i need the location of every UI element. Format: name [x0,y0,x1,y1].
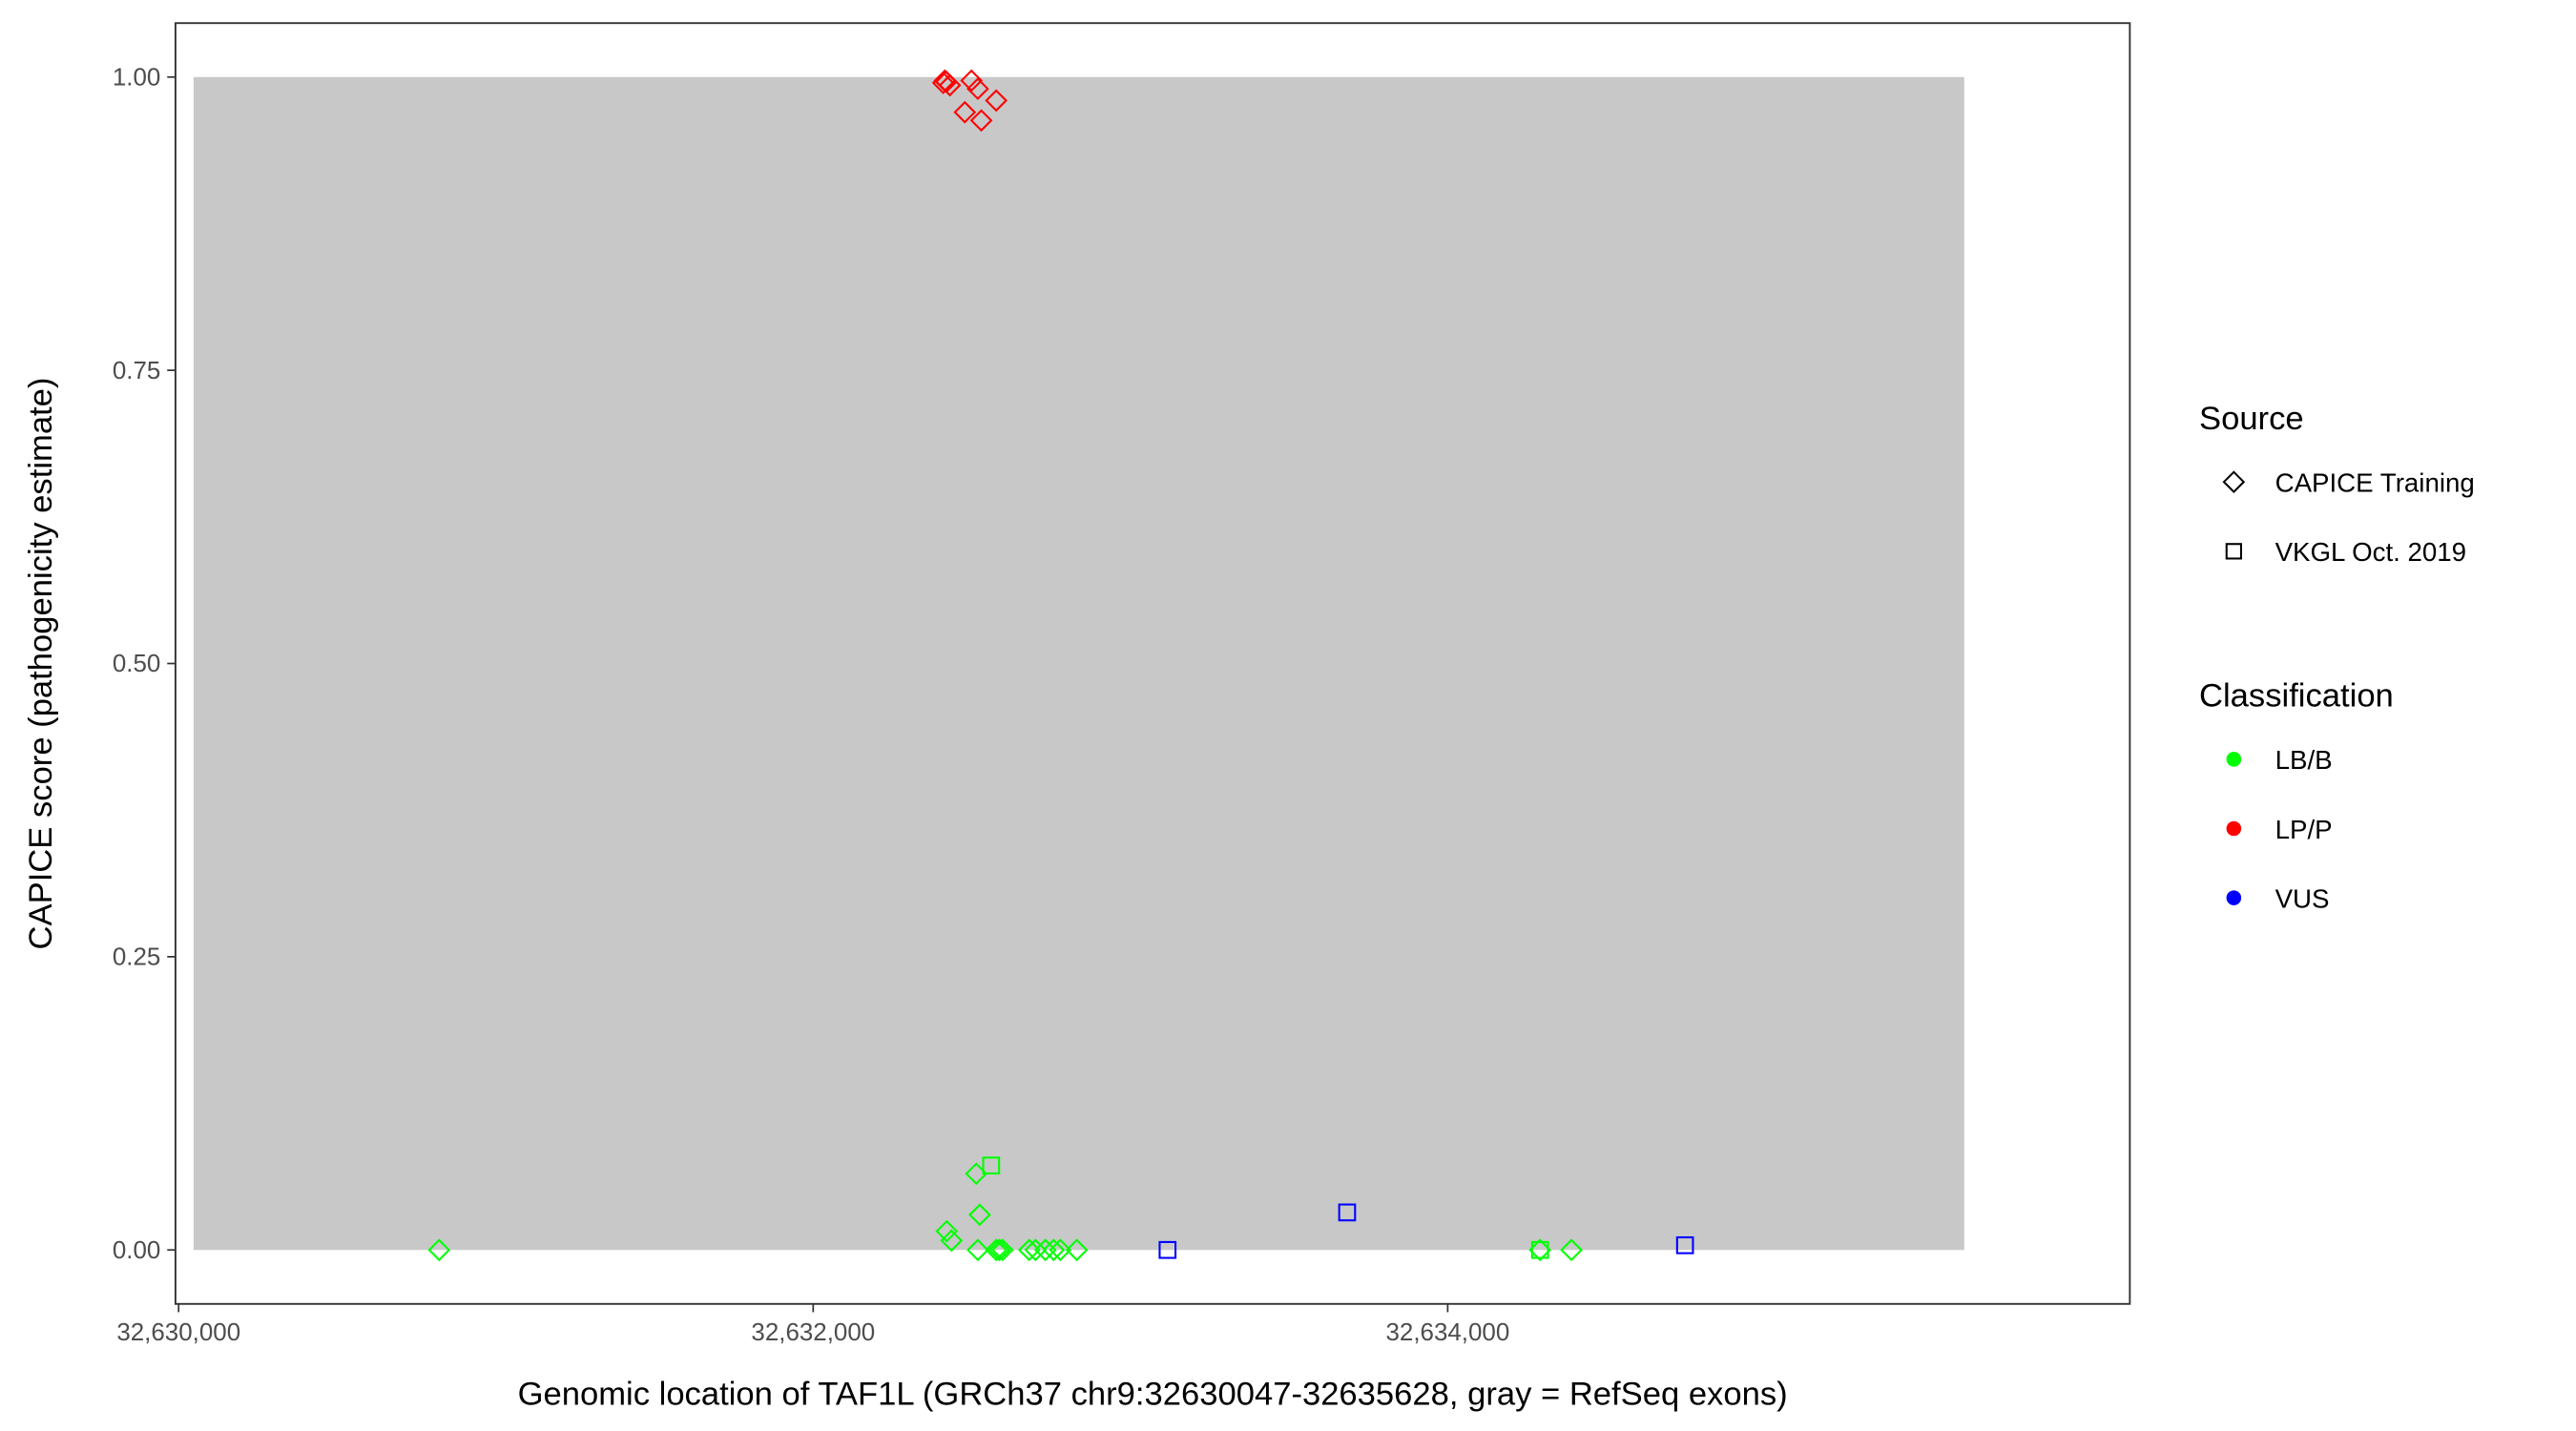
legend: Source CAPICE Training VKGL Oct. 2019 Class… [2199,401,2475,914]
legend-title: Source [2199,401,2304,437]
data-point [1560,1238,1583,1262]
data-point [968,1203,991,1227]
data-point [985,89,1008,113]
legend-label: LP/P [2275,815,2333,844]
data-point [966,1238,989,1262]
data-point [987,1238,1011,1262]
x-axis: 32,630,000 32,632,000 32,634,000 [116,1303,1509,1346]
legend-label: VUS [2275,884,2330,914]
data-point [966,77,989,100]
data-point [1338,1203,1357,1222]
data-point [1158,1240,1177,1259]
legend-title: Classification [2199,677,2394,714]
data-point [953,100,977,124]
data-point [982,1156,1001,1175]
legend-key-dot [2226,752,2242,767]
data-point [1033,1238,1057,1262]
y-tick-label: 0.75 [113,358,160,384]
data-point [1017,1238,1041,1262]
data-point [1065,1238,1089,1262]
data-point [938,73,962,97]
exon-region [193,76,1964,1251]
x-tick-label: 32,634,000 [1385,1319,1509,1346]
data-point [985,1238,1008,1262]
data-point [1049,1238,1072,1262]
data-points [427,69,1694,1262]
x-tick-label: 32,630,000 [116,1319,240,1346]
legend-key-diamond [2222,470,2246,494]
data-point [1024,1238,1048,1262]
y-tick-label: 0.00 [113,1237,160,1264]
legend-key-dot [2226,890,2242,905]
data-point [1675,1235,1694,1255]
y-axis-label: CAPICE score (pathogenicity estimate) [23,378,59,950]
data-point [935,1219,959,1243]
plot-panel [193,76,1964,1251]
data-point [940,1229,964,1253]
data-point [1042,1238,1066,1262]
y-tick-label: 0.25 [113,944,160,971]
data-point [990,1238,1014,1262]
legend-label: CAPICE Training [2275,468,2475,498]
data-point [1530,1240,1549,1259]
legend-key-square [2225,543,2242,560]
legend-label: LB/B [2275,745,2333,775]
legend-label: VKGL Oct. 2019 [2275,537,2466,567]
x-axis-label: Genomic location of TAF1L (GRCh37 chr9:3… [518,1376,1788,1412]
data-point [969,109,993,133]
data-point [960,69,984,93]
data-point [427,1238,451,1262]
y-axis: 0.00 0.25 0.50 0.75 1.00 [113,64,176,1264]
data-point [1528,1238,1552,1262]
y-tick-label: 1.00 [113,64,160,91]
legend-key-dot [2226,820,2242,837]
x-tick-label: 32,632,000 [751,1319,875,1346]
y-tick-label: 0.50 [113,651,160,677]
